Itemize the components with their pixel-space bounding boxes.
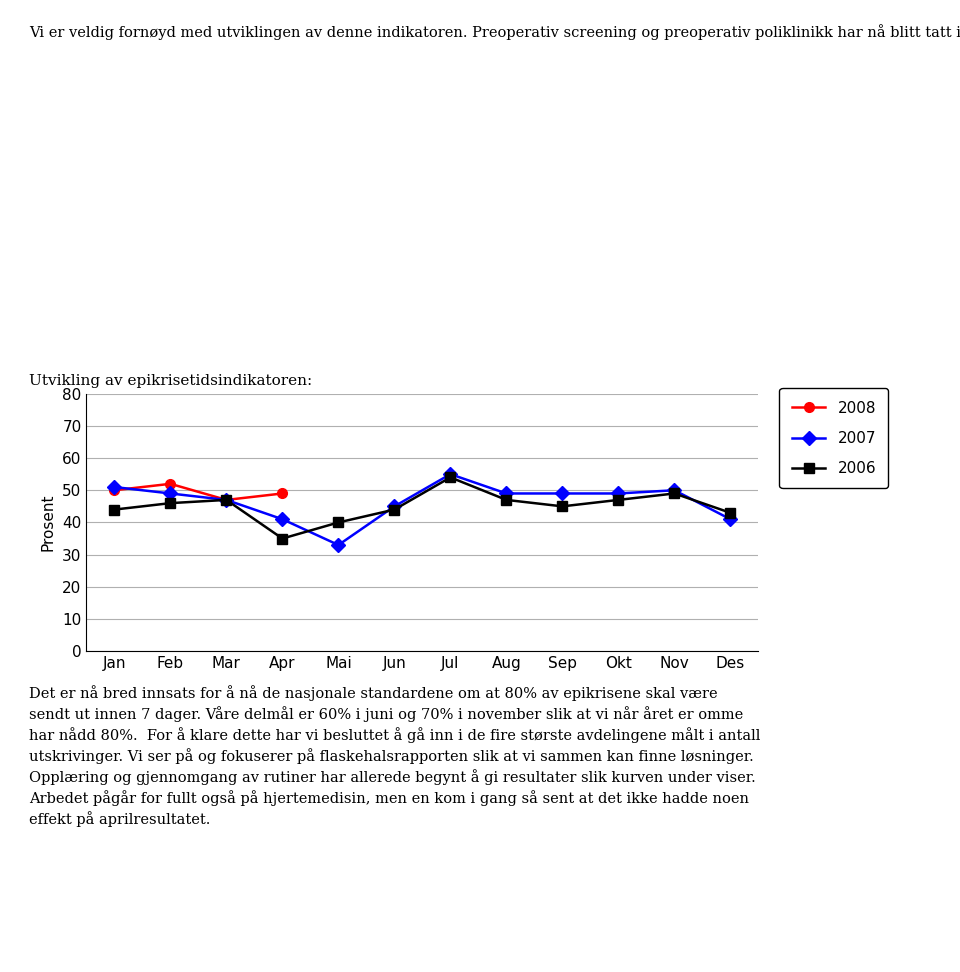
Text: Vi er veldig fornøyd med utviklingen av denne indikatoren. Preoperativ screening: Vi er veldig fornøyd med utviklingen av …	[29, 24, 960, 40]
Text: Utvikling av epikrisetidsindikatoren:: Utvikling av epikrisetidsindikatoren:	[29, 374, 312, 388]
Text: Det er nå bred innsats for å nå de nasjonale standardene om at 80% av epikrisene: Det er nå bred innsats for å nå de nasjo…	[29, 685, 760, 827]
Y-axis label: Prosent: Prosent	[40, 494, 56, 551]
Legend: 2008, 2007, 2006: 2008, 2007, 2006	[780, 389, 888, 488]
